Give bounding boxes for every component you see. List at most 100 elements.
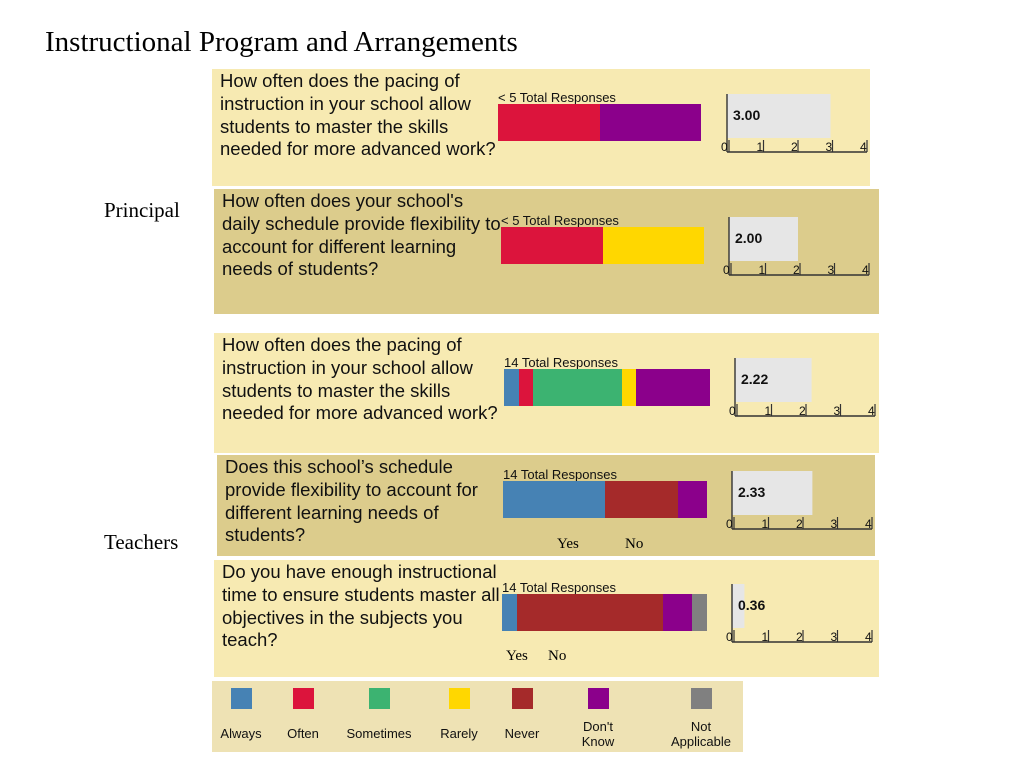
axis-tick-label: 3 [834,404,841,418]
mean-score-svg: 0.36 0 1 2 3 4 [726,584,873,644]
mean-bar [727,94,831,138]
mean-value-label: 2.33 [738,484,765,500]
bar-segment-don-t-know [662,594,693,631]
group-label-principal: Principal [104,198,180,222]
question-text: How often does your school's daily sched… [222,190,501,280]
bar-segment-often [498,104,600,141]
legend-label: Sometimes [346,726,412,741]
answer-label-yes: Yes [506,648,528,664]
axis-tick-label: 4 [860,140,867,154]
legend-swatch-not-applicable [691,688,712,709]
mean-score-svg: 2.00 0 1 2 3 4 [723,217,870,277]
question-text: Do you have enough instructional time to… [222,561,500,651]
mean-bar [735,358,812,402]
stacked-response-bar [502,594,707,631]
bar-segment-often [518,369,534,406]
axis-tick-label: 1 [757,140,764,154]
axis-tick-label: 3 [831,630,838,644]
answer-label-no: No [625,536,644,552]
total-responses-label: 14 Total Responses [503,467,617,482]
axis-tick-label: 3 [826,140,833,154]
bar-segment-don-t-know [677,481,707,518]
legend-swatch-often [293,688,314,709]
axis-tick-label: 3 [831,517,838,531]
axis-tick-label: 2 [796,630,803,644]
total-responses-label: < 5 Total Responses [501,213,619,228]
mean-score-chart: 0.36 0 1 2 3 4 [726,584,882,656]
slide-title: Instructional Program and Arrangements [45,26,518,58]
bar-segment-always [503,481,605,518]
total-responses-label: < 5 Total Responses [498,90,616,105]
legend-label: Not Applicable [671,719,731,749]
axis-tick-label: 1 [765,404,772,418]
stacked-response-bar [501,227,704,264]
legend-label: Often [287,726,319,741]
bar-segment-always [504,369,519,406]
axis-tick-label: 2 [791,140,798,154]
bar-segment-sometimes [533,369,622,406]
mean-value-label: 3.00 [733,107,760,123]
bar-segment-never [605,481,678,518]
bar-segment-always [502,594,517,631]
answer-label-yes: Yes [557,536,579,552]
legend-swatch-always [231,688,252,709]
bar-segment-rarely [602,227,704,264]
mean-score-chart: 3.00 0 1 2 3 4 [721,94,877,166]
axis-tick-label: 2 [796,517,803,531]
question-panel: How often does the pacing of instruction… [212,69,870,186]
mean-value-label: 2.00 [735,230,762,246]
legend-swatch-sometimes [369,688,390,709]
legend-label: Always [220,726,262,741]
mean-score-chart: 2.00 0 1 2 3 4 [723,217,879,289]
mean-score-chart: 2.22 0 1 2 3 4 [729,358,885,430]
mean-bar [732,584,745,628]
axis-tick-label: 4 [865,630,872,644]
mean-value-label: 2.22 [741,371,768,387]
axis-tick-label: 0 [721,140,728,154]
mean-score-svg: 2.22 0 1 2 3 4 [729,358,876,418]
axis-tick-label: 4 [868,404,875,418]
axis-tick-label: 0 [726,517,733,531]
question-panel: How often does the pacing of instruction… [214,333,879,453]
legend-label: Rarely [440,726,478,741]
axis-tick-label: 1 [762,517,769,531]
legend-swatch-don-t-know [588,688,609,709]
mean-bar [732,471,813,515]
mean-value-label: 0.36 [738,597,765,613]
legend-swatch-rarely [449,688,470,709]
axis-tick-label: 2 [799,404,806,418]
axis-tick-label: 0 [723,263,730,277]
axis-tick-label: 4 [865,517,872,531]
bar-segment-don-t-know [636,369,710,406]
question-panel: How often does your school's daily sched… [214,189,879,314]
stacked-response-bar [498,104,701,141]
question-text: How often does the pacing of instruction… [220,70,496,160]
bar-segment-don-t-know [599,104,701,141]
stacked-response-bar [503,481,707,518]
axis-tick-label: 3 [828,263,835,277]
axis-tick-label: 1 [759,263,766,277]
bar-segment-never [516,594,663,631]
group-label-teachers: Teachers [104,530,179,554]
question-text: Does this school’s schedule provide flex… [225,456,478,546]
mean-score-svg: 3.00 0 1 2 3 4 [721,94,868,154]
answer-label-no: No [548,648,567,664]
axis-tick-label: 2 [793,263,800,277]
legend: Always Often Sometimes Rarely Never Don't Kno… [212,681,743,752]
mean-score-svg: 2.33 0 1 2 3 4 [726,471,873,531]
axis-tick-label: 0 [729,404,736,418]
bar-segment-rarely [621,369,637,406]
question-panel: Do you have enough instructional time to… [214,560,879,677]
mean-bar [729,217,798,261]
axis-tick-label: 1 [762,630,769,644]
total-responses-label: 14 Total Responses [502,580,616,595]
legend-swatch-never [512,688,533,709]
legend-label: Never [504,726,540,741]
total-responses-label: 14 Total Responses [504,355,618,370]
legend-label: Don't Know [581,719,615,749]
mean-score-chart: 2.33 0 1 2 3 4 [726,471,882,543]
bar-segment-often [501,227,603,264]
stacked-response-bar [504,369,710,406]
question-text: How often does the pacing of instruction… [222,334,498,424]
axis-tick-label: 4 [862,263,869,277]
